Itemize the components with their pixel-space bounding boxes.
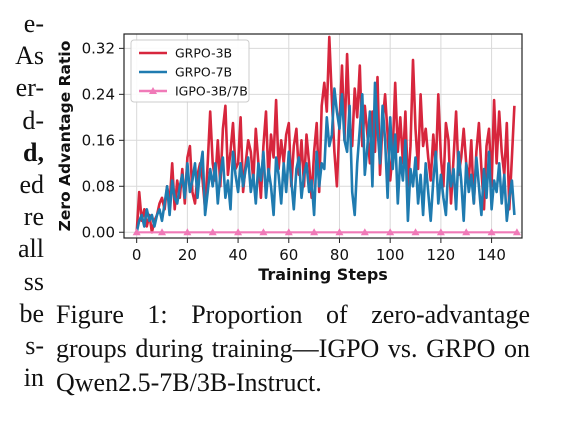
series-marker-IGPO-3B/7B — [183, 228, 192, 236]
left-text-line: ss — [23, 266, 44, 296]
y-tick-label: 0.32 — [82, 39, 115, 57]
x-tick-label: 0 — [132, 246, 142, 264]
x-tick-label: 80 — [330, 246, 349, 264]
y-tick-label: 0.08 — [82, 177, 115, 195]
y-tick-label: 0.24 — [82, 85, 115, 103]
series-marker-IGPO-3B/7B — [259, 228, 268, 236]
series-marker-IGPO-3B/7B — [310, 228, 319, 236]
y-axis-label: Zero Advantage Ratio — [56, 41, 74, 232]
series-line-GRPO-7B — [135, 81, 516, 233]
left-text-line: d, — [23, 137, 44, 167]
plot-frame — [123, 33, 523, 239]
figure-caption: Figure 1: Proportion of zero-advantage g… — [56, 300, 530, 397]
series-marker-IGPO-3B/7B — [386, 228, 395, 236]
left-text-line: in — [23, 363, 44, 393]
legend-label: GRPO-3B — [175, 46, 232, 61]
series-marker-IGPO-3B/7B — [436, 228, 445, 236]
left-text-line: As — [15, 41, 44, 71]
series-marker-IGPO-3B/7B — [512, 228, 521, 236]
series-marker-IGPO-3B/7B — [360, 228, 369, 236]
legend-label: IGPO-3B/7B — [175, 84, 248, 99]
x-tick-label: 100 — [376, 246, 405, 264]
series-marker-IGPO-3B/7B — [158, 228, 167, 236]
left-text-line: ed — [19, 170, 44, 199]
left-text-line: e- — [23, 9, 44, 38]
y-tick-label: 0.00 — [82, 223, 115, 241]
left-column-text: e- As er-d-d, ed re all ss be s-in — [0, 0, 44, 428]
series-marker-IGPO-3B/7B — [411, 228, 420, 236]
zero-advantage-chart: 0 20 40 60 80 100 120 140 0.00 0.08 0.16 0.24 0.32 Tr… — [56, 33, 523, 284]
plot-area: 0 20 40 60 80 100 120 140 0.00 0.08 0.16 0.24 0.32 Tr… — [56, 33, 523, 284]
left-text-line: d- — [22, 105, 44, 135]
series-marker-IGPO-3B/7B — [335, 228, 344, 236]
legend-box — [130, 39, 250, 103]
legend-marker — [149, 87, 157, 94]
x-tick-label: 140 — [477, 246, 506, 264]
series-marker-IGPO-3B/7B — [284, 228, 293, 236]
x-tick-label: 20 — [178, 246, 197, 264]
x-tick-label: 120 — [427, 246, 456, 264]
legend-label: GRPO-7B — [175, 65, 232, 80]
y-tick-label: 0.16 — [82, 131, 115, 149]
series-marker-IGPO-3B/7B — [132, 228, 141, 236]
left-text-line: er- — [15, 73, 44, 103]
left-text-line: re — [23, 202, 44, 232]
left-text-line: s- — [25, 331, 44, 360]
series-marker-IGPO-3B/7B — [462, 228, 471, 236]
series-marker-IGPO-3B/7B — [208, 228, 217, 236]
series-marker-IGPO-3B/7B — [234, 228, 243, 236]
series-marker-IGPO-3B/7B — [487, 228, 496, 236]
left-text-line: be — [19, 298, 44, 328]
x-tick-label: 60 — [279, 246, 298, 264]
x-tick-label: 40 — [229, 246, 248, 264]
x-axis-label: Training Steps — [258, 265, 388, 284]
left-text-line: all — [18, 234, 44, 264]
